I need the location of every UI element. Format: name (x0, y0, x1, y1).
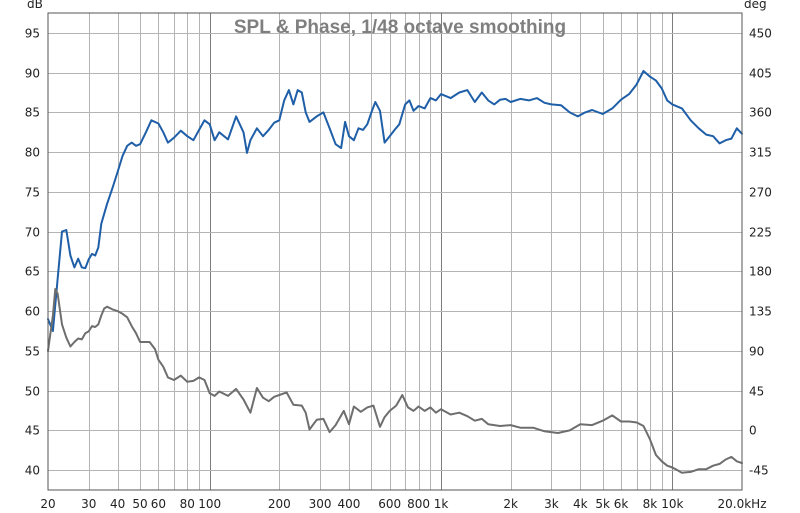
x-tick-label: 10k (661, 497, 683, 511)
plot-frame (47, 12, 743, 491)
right-tick-label: -45 (749, 464, 769, 478)
chart-title: SPL & Phase, 1/48 octave smoothing (234, 17, 566, 38)
left-axis-unit: dB (27, 0, 43, 11)
x-tick-label: 400 (338, 497, 361, 511)
right-tick-label: 225 (749, 226, 772, 240)
right-tick-label: 315 (749, 146, 772, 160)
left-tick-label: 85 (25, 106, 40, 120)
right-axis-unit: deg (744, 0, 767, 11)
x-tick-label: 20.0kHz (718, 497, 767, 511)
right-tick-label: 180 (749, 265, 772, 279)
left-tick-label: 40 (25, 464, 40, 478)
right-tick-label: 405 (749, 67, 772, 81)
left-tick-label: 65 (25, 265, 40, 279)
x-tick-label: 60 (151, 497, 166, 511)
left-tick-label: 55 (25, 345, 40, 359)
x-tick-label: 6k (614, 497, 629, 511)
right-tick-label: 90 (749, 345, 764, 359)
x-tick-label: 300 (309, 497, 332, 511)
x-tick-label: 4k (573, 497, 588, 511)
left-tick-label: 80 (25, 146, 40, 160)
left-tick-label: 95 (25, 27, 40, 41)
x-tick-label: 50 (132, 497, 147, 511)
x-tick-label: 200 (268, 497, 291, 511)
right-tick-label: 45 (749, 385, 764, 399)
grid-lines (48, 13, 742, 490)
x-tick-label: 2k (503, 497, 518, 511)
left-tick-label: 45 (25, 424, 40, 438)
right-tick-label: 270 (749, 186, 772, 200)
x-tick-label: 80 (180, 497, 195, 511)
phase-line (47, 288, 743, 474)
left-tick-label: 90 (25, 67, 40, 81)
right-tick-label: 0 (749, 424, 757, 438)
x-tick-label: 8k (643, 497, 658, 511)
left-tick-label: 75 (25, 186, 40, 200)
x-tick-label: 600 (378, 497, 401, 511)
right-tick-label: 450 (749, 27, 772, 41)
x-tick-label: 30 (81, 497, 96, 511)
x-tick-label: 800 (407, 497, 430, 511)
left-tick-label: 50 (25, 385, 40, 399)
x-tick-label: 20 (40, 497, 55, 511)
x-tick-label: 40 (110, 497, 125, 511)
left-tick-label: 60 (25, 305, 40, 319)
spl-line (47, 70, 743, 332)
right-tick-label: 360 (749, 106, 772, 120)
x-tick-label: 5k (595, 497, 610, 511)
x-tick-label: 100 (198, 497, 221, 511)
left-tick-label: 70 (25, 226, 40, 240)
x-tick-label: 1k (434, 497, 449, 511)
data-series (47, 70, 743, 474)
right-tick-label: 135 (749, 305, 772, 319)
x-tick-label: 3k (544, 497, 559, 511)
axis-labels: 40 45 50 55 60 65 70 75 80 85 90 95 -45 0 45 90 135 180 22… (25, 27, 772, 512)
